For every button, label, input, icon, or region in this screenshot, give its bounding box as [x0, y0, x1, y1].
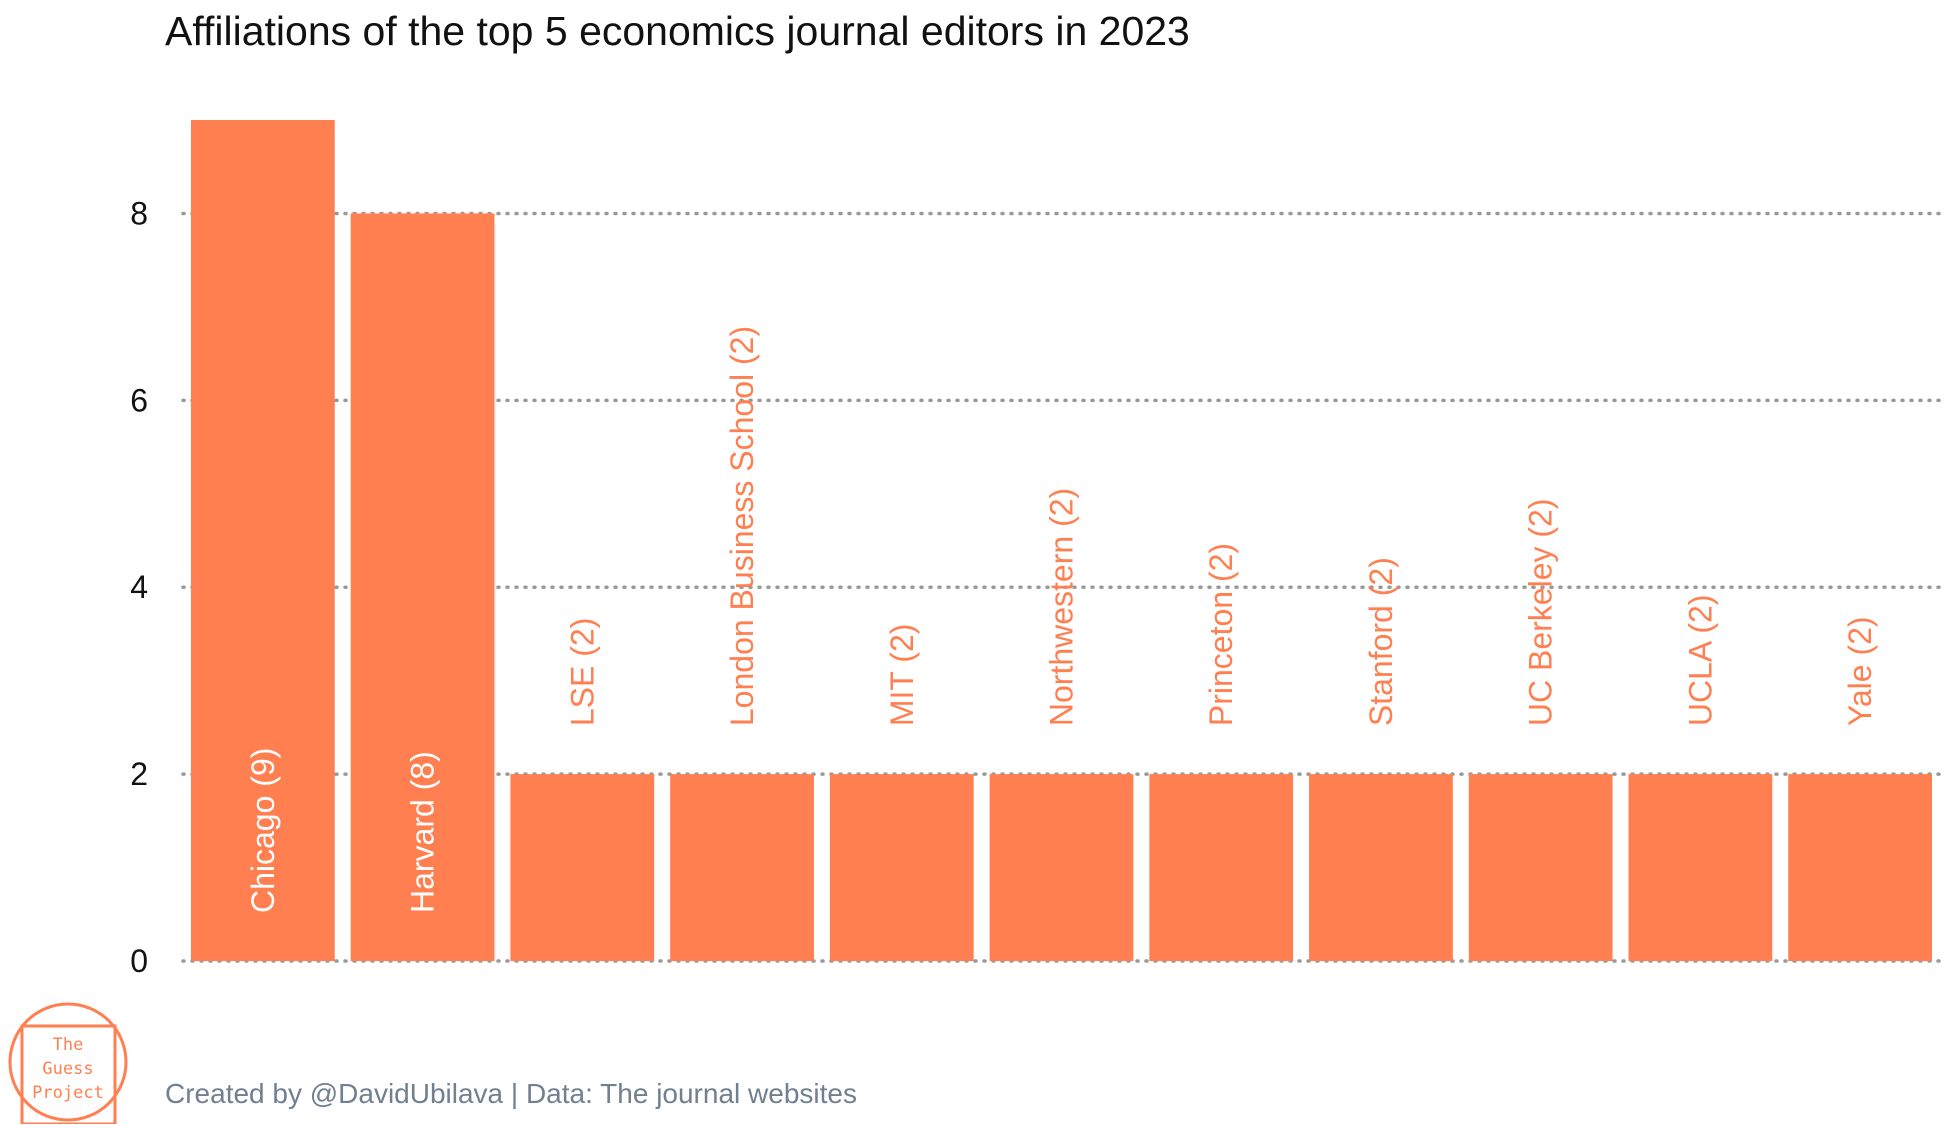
data-label-3: London Business School (2) [724, 326, 760, 726]
bar-4 [829, 774, 974, 961]
bar-8 [1468, 774, 1613, 961]
data-label-4: MIT (2) [884, 624, 920, 727]
bar-7 [1309, 774, 1453, 961]
data-label-5: Northwestern (2) [1044, 488, 1080, 726]
data-label-10: Yale (2) [1842, 616, 1878, 726]
y-axis-ticks: 0 2 4 6 8 [130, 195, 148, 979]
logo-square [20, 1024, 117, 1124]
bar-5 [989, 774, 1134, 961]
data-label-8: UC Berkeley (2) [1523, 499, 1559, 727]
data-label-6: Princeton (2) [1203, 543, 1239, 726]
guess-project-logo: The Guess Project [8, 1002, 128, 1124]
data-labels: Chicago (9) Harvard (8) LSE (2) London Busi… [245, 326, 1878, 913]
y-tick-label-4: 8 [130, 195, 148, 231]
bar-1 [350, 213, 495, 961]
chart-title: Affiliations of the top 5 economics jour… [165, 8, 1190, 54]
data-label-0: Chicago (9) [245, 748, 281, 913]
y-tick-label-1: 2 [130, 756, 148, 792]
bar-0 [190, 120, 335, 961]
y-tick-label-2: 4 [130, 569, 148, 605]
y-tick-label-0: 0 [130, 943, 148, 979]
bar-10 [1788, 774, 1933, 961]
y-tick-label-3: 6 [130, 382, 148, 418]
logo-line1: The [53, 1035, 84, 1055]
bar-3 [670, 774, 814, 961]
caption: Created by @DavidUbilava | Data: The jou… [165, 1078, 857, 1109]
data-label-1: Harvard (8) [405, 751, 441, 913]
data-label-9: UCLA (2) [1682, 595, 1718, 727]
bars [190, 120, 1933, 961]
data-label-2: LSE (2) [564, 618, 600, 726]
bar-9 [1628, 774, 1773, 961]
data-label-7: Stanford (2) [1363, 557, 1399, 726]
logo-circle [8, 1002, 128, 1122]
logo-line2: Guess [42, 1059, 93, 1079]
logo-line3: Project [32, 1083, 104, 1103]
bar-6 [1149, 774, 1294, 961]
bar-2 [510, 774, 655, 961]
